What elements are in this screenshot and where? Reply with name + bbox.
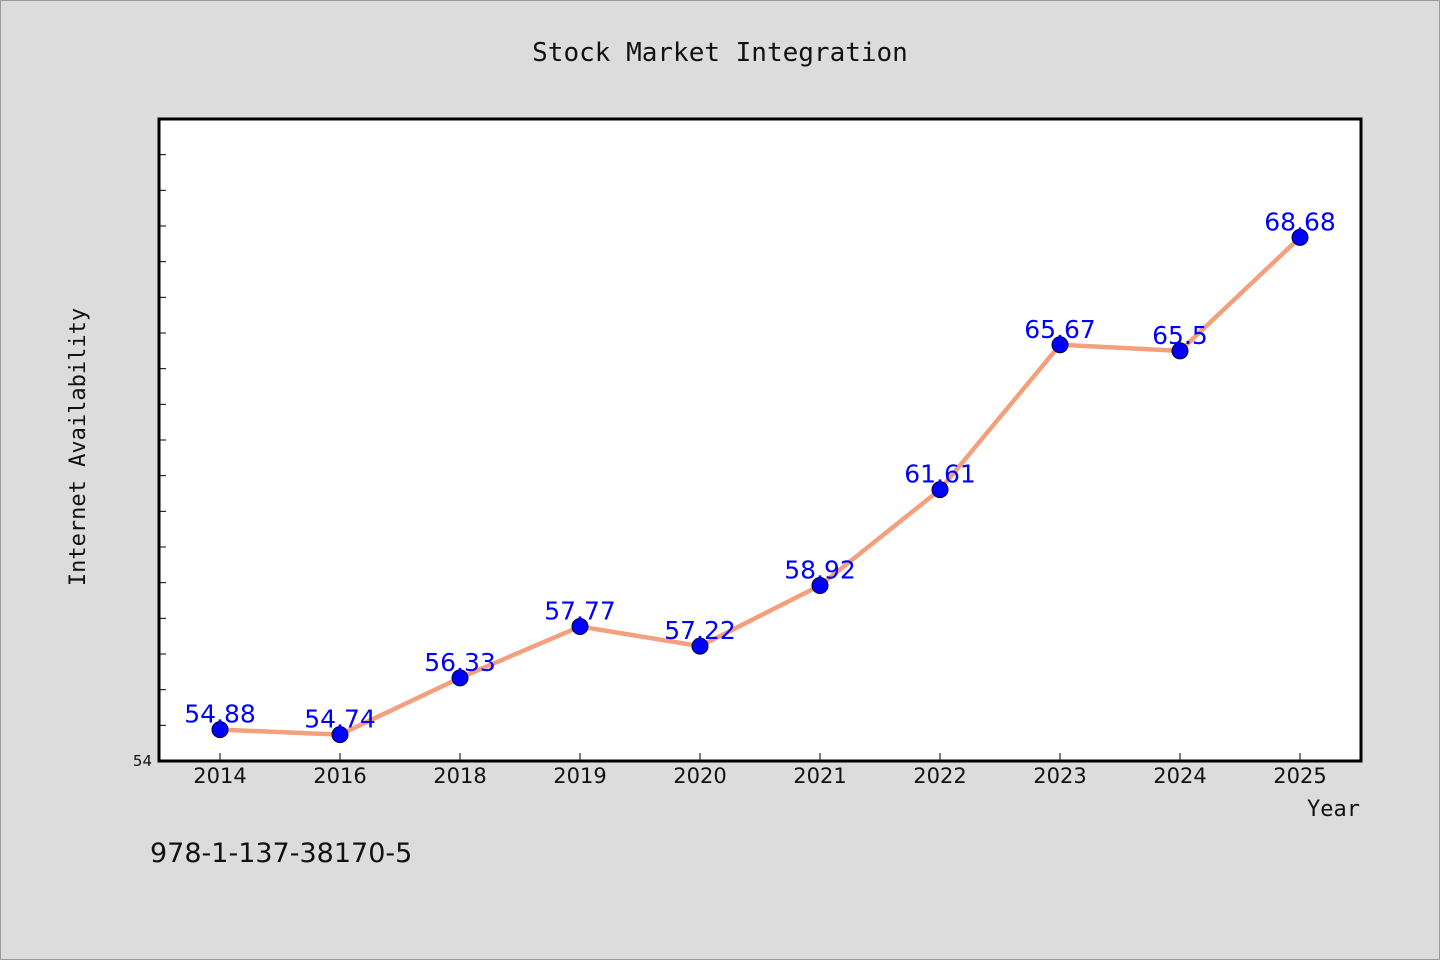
data-point — [1051, 336, 1069, 354]
x-tick-label: 2018 — [433, 764, 486, 788]
data-point — [811, 577, 829, 595]
data-label: 57.22 — [664, 616, 736, 645]
data-point — [331, 726, 349, 744]
data-point — [1291, 228, 1309, 246]
data-point — [211, 721, 229, 739]
x-tick-label: 2022 — [913, 764, 966, 788]
isbn-annotation: 978-1-137-38170-5 — [150, 838, 412, 869]
x-tick-label: 2016 — [313, 764, 366, 788]
series-markers — [211, 228, 1309, 744]
data-point — [571, 618, 589, 636]
x-tick-label: 2021 — [793, 764, 846, 788]
y-axis-label: Internet Availability — [66, 308, 91, 586]
x-tick-label: 2023 — [1033, 764, 1086, 788]
plot-area — [157, 117, 1363, 763]
series-line — [219, 235, 1302, 737]
x-tick-label: 2014 — [193, 764, 246, 788]
x-axis-label: Year — [1307, 797, 1360, 822]
data-label: 65.67 — [1024, 315, 1096, 344]
y-axis-ticks — [159, 154, 166, 726]
data-labels: 54.88 54.74 56.33 57.77 57.22 58.92 61.61 65.67… — [184, 207, 1336, 733]
data-label: 54.74 — [304, 705, 376, 734]
data-label: 65.5 — [1152, 321, 1208, 350]
chart-title: Stock Market Integration — [532, 38, 908, 68]
x-tick-label: 2019 — [553, 764, 606, 788]
x-tick-label: 2020 — [673, 764, 726, 788]
y-tick-label-min: 54 — [133, 752, 152, 770]
x-tick-label: 2025 — [1273, 764, 1326, 788]
data-label: 57.77 — [544, 597, 616, 626]
x-axis-ticks — [219, 753, 1301, 761]
data-label: 54.88 — [184, 700, 256, 729]
data-label: 58.92 — [784, 556, 856, 585]
data-point — [931, 481, 949, 499]
data-point — [691, 637, 709, 655]
x-tick-label: 2024 — [1153, 764, 1206, 788]
data-label: 61.61 — [904, 460, 976, 489]
x-tick-labels: 2014 2016 2018 2019 2020 2021 2022 2023 2024 2025 — [193, 764, 1326, 788]
data-label: 68.68 — [1264, 207, 1336, 236]
data-label: 56.33 — [424, 648, 496, 677]
data-point — [451, 669, 469, 687]
data-point — [1171, 342, 1189, 360]
